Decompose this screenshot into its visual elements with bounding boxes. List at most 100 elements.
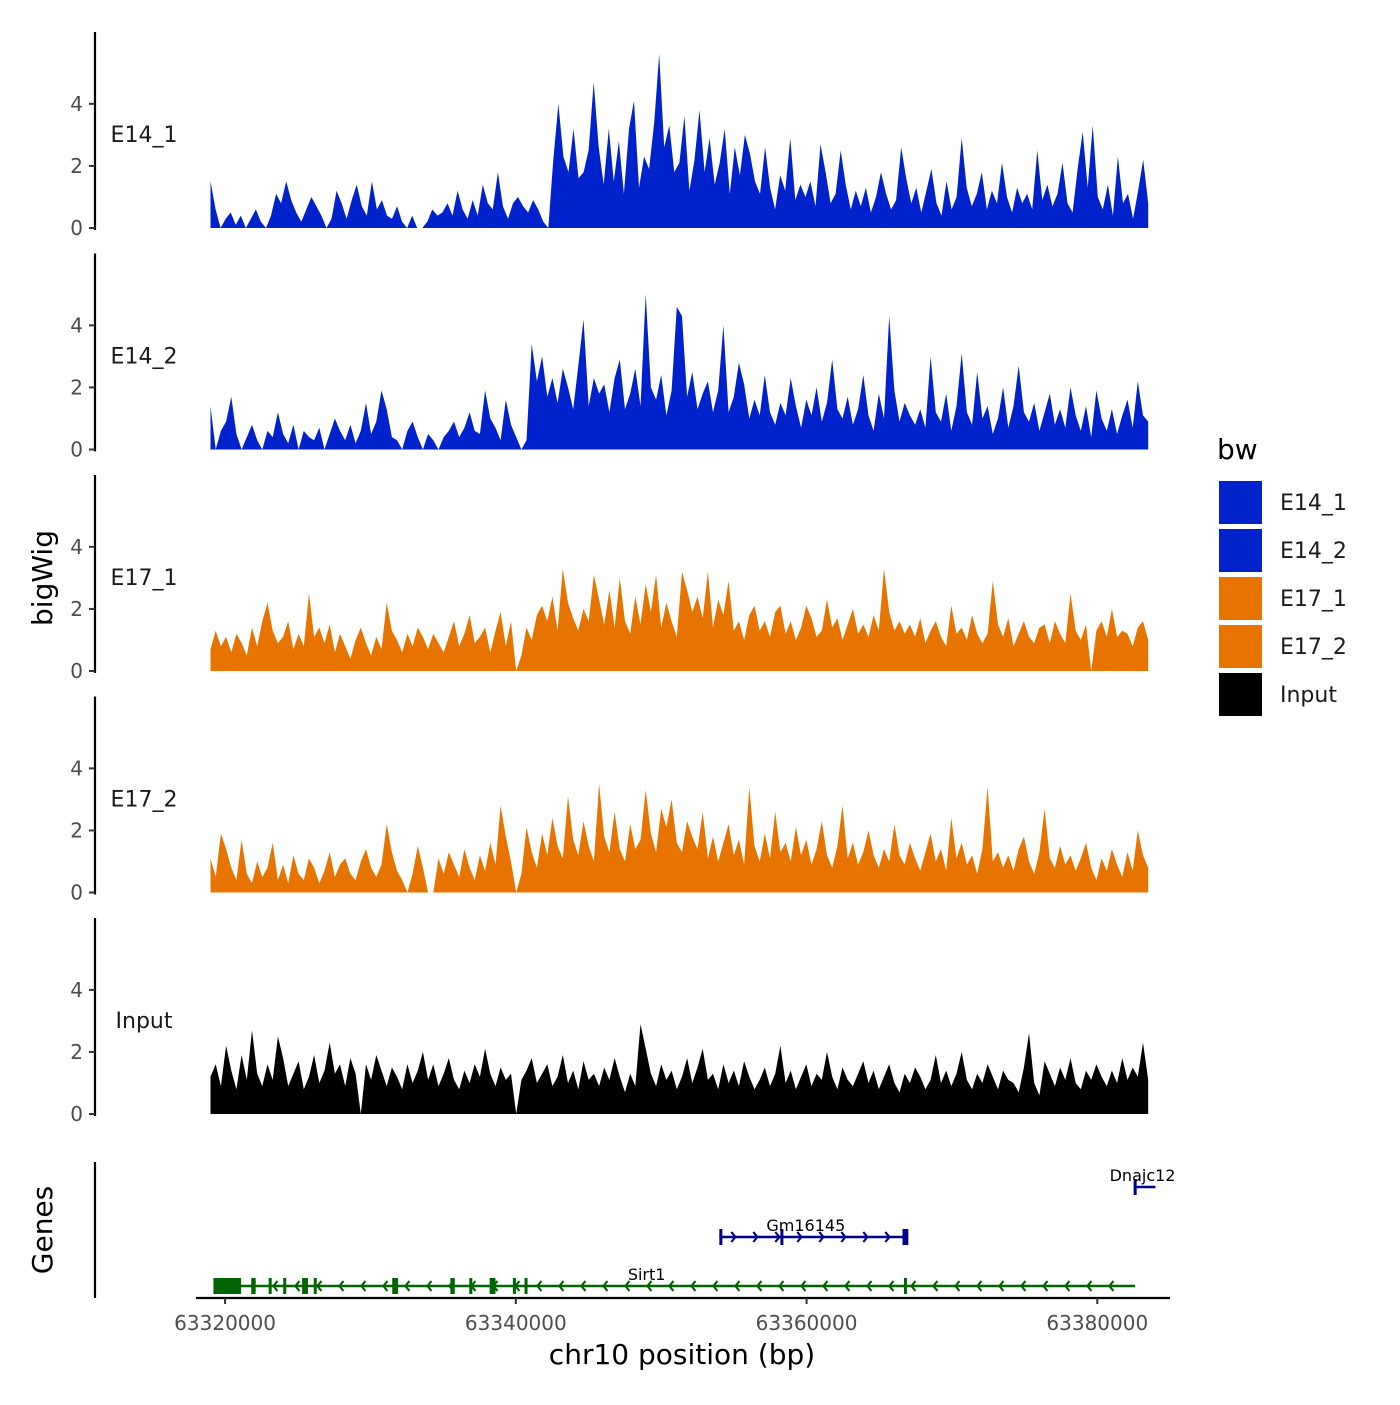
signal-area xyxy=(210,54,1149,229)
legend-label: E17_1 xyxy=(1280,587,1347,612)
strand-arrow xyxy=(536,1280,543,1292)
exon xyxy=(283,1278,287,1294)
strand-arrow xyxy=(840,1231,847,1243)
signal-area xyxy=(210,294,1149,450)
gene-sirt1: Sirt1 xyxy=(213,1265,1136,1294)
strand-arrow xyxy=(382,1280,389,1292)
exon xyxy=(1133,1179,1137,1195)
legend-swatch xyxy=(1217,623,1264,670)
y-tick-label: 4 xyxy=(70,92,83,116)
exon xyxy=(251,1278,256,1294)
strand-arrow xyxy=(866,1280,873,1292)
strand-arrow xyxy=(954,1280,961,1292)
strand-arrow xyxy=(360,1280,367,1292)
strand-arrow xyxy=(932,1280,939,1292)
y-tick-label: 0 xyxy=(70,659,83,683)
exon xyxy=(469,1278,473,1294)
y-tick-label: 4 xyxy=(70,313,83,337)
signal-area xyxy=(210,783,1149,893)
track-label: Input xyxy=(116,1009,173,1034)
y-tick-label: 2 xyxy=(70,818,83,842)
gene-label: Dnajc12 xyxy=(1110,1166,1176,1185)
strand-arrow xyxy=(294,1280,301,1292)
strand-arrow xyxy=(774,1231,781,1243)
y-tick-label: 2 xyxy=(70,154,83,178)
x-axis: 63320000 63340000 63360000 63380000 xyxy=(174,1296,1170,1335)
track-label: E14_2 xyxy=(111,345,178,370)
track-label: E14_1 xyxy=(111,123,178,148)
strand-arrow xyxy=(426,1280,433,1292)
strand-arrow xyxy=(1020,1280,1027,1292)
track-label: E17_1 xyxy=(111,566,178,591)
legend-label: E17_2 xyxy=(1280,635,1347,660)
y-tick-label: 2 xyxy=(70,1040,83,1064)
strand-arrow xyxy=(800,1280,807,1292)
exon xyxy=(512,1278,516,1294)
strand-arrow xyxy=(1108,1280,1115,1292)
strand-arrow xyxy=(888,1280,895,1292)
strand-arrow xyxy=(580,1280,587,1292)
strand-arrow xyxy=(1064,1280,1071,1292)
exon xyxy=(780,1229,784,1245)
strand-arrow xyxy=(844,1280,851,1292)
genes-axis-title: Genes xyxy=(26,1186,59,1274)
exon xyxy=(902,1229,909,1245)
track-input: 0 2 4 Input xyxy=(70,918,1149,1126)
exon xyxy=(392,1278,399,1294)
legend-item-e14-1: E14_1 xyxy=(1217,479,1347,526)
y-tick-label: 2 xyxy=(70,597,83,621)
track-panels: 0 2 4 E14_1 0 2 4 E14_2 0 2 4 E17_1 0 2 4 E17_2 0 2 4 Input xyxy=(70,32,1149,1126)
legend-title: bw xyxy=(1217,433,1258,466)
y-axis-title: bigWig xyxy=(26,530,59,626)
exon xyxy=(268,1278,272,1294)
strand-arrow xyxy=(998,1280,1005,1292)
strand-arrow xyxy=(756,1280,763,1292)
exon xyxy=(302,1278,308,1294)
strand-arrow xyxy=(1042,1280,1049,1292)
y-tick-label: 0 xyxy=(70,216,83,240)
x-tick-label: 63340000 xyxy=(465,1311,567,1335)
track-e17-2: 0 2 4 E17_2 xyxy=(70,696,1149,905)
strand-arrow xyxy=(734,1280,741,1292)
strand-arrow xyxy=(910,1280,917,1292)
strand-arrow xyxy=(822,1280,829,1292)
strand-arrow xyxy=(778,1280,785,1292)
legend-label: Input xyxy=(1280,683,1337,708)
y-tick-label: 0 xyxy=(70,881,83,905)
legend-item-input: Input xyxy=(1217,671,1337,718)
strand-arrow xyxy=(558,1280,565,1292)
signal-area xyxy=(210,1024,1149,1114)
x-tick-label: 63320000 xyxy=(174,1311,276,1335)
exon xyxy=(213,1278,242,1294)
exon xyxy=(489,1278,496,1294)
legend-swatch xyxy=(1217,479,1264,526)
exon xyxy=(313,1278,317,1294)
strand-arrow xyxy=(404,1280,411,1292)
strand-arrow xyxy=(796,1231,803,1243)
track-label: E17_2 xyxy=(111,788,178,813)
legend-label: E14_2 xyxy=(1280,539,1347,564)
legend-item-e17-1: E17_1 xyxy=(1217,575,1347,622)
genes-panel: Sirt1 Gm16145 Dnajc12 xyxy=(93,1162,1176,1298)
strand-arrow xyxy=(818,1231,825,1243)
legend-swatch xyxy=(1217,527,1264,574)
y-tick-label: 4 xyxy=(70,978,83,1002)
gene-label: Sirt1 xyxy=(628,1265,666,1284)
strand-arrow xyxy=(272,1280,279,1292)
strand-arrow xyxy=(338,1280,345,1292)
track-e14-1: 0 2 4 E14_1 xyxy=(70,32,1149,240)
x-tick-label: 63380000 xyxy=(1046,1311,1148,1335)
signal-area xyxy=(210,568,1149,671)
exon xyxy=(524,1278,528,1294)
y-tick-label: 4 xyxy=(70,535,83,559)
strand-arrow xyxy=(668,1280,675,1292)
exon xyxy=(450,1278,455,1294)
gene-label: Gm16145 xyxy=(766,1216,845,1235)
strand-arrow xyxy=(1086,1280,1093,1292)
legend: bw E14_1 E14_2 E17_1 E17_2 Input xyxy=(1217,433,1347,718)
strand-arrow xyxy=(646,1280,653,1292)
legend-item-e14-2: E14_2 xyxy=(1217,527,1347,574)
strand-arrow xyxy=(624,1280,631,1292)
